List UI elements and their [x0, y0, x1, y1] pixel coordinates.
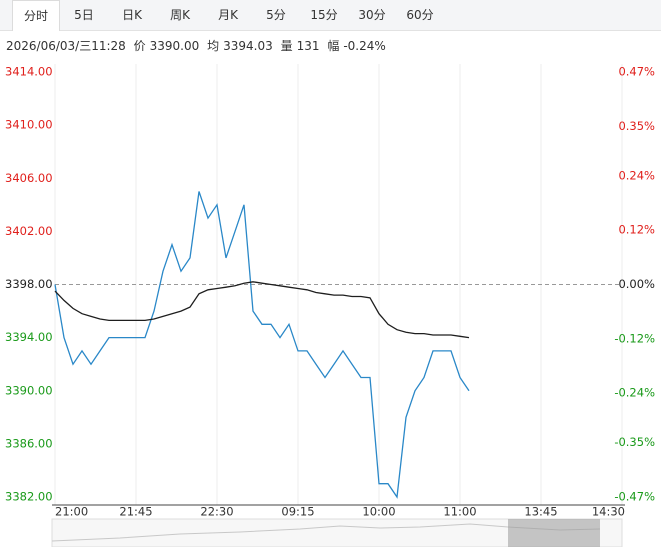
x-tick-label: 10:00: [362, 505, 395, 519]
y2-tick-label: 0.35%: [618, 119, 655, 133]
price: 3390.00: [149, 39, 200, 53]
y2-tick-label: 0.12%: [618, 223, 655, 237]
tab[interactable]: 周K: [170, 8, 190, 22]
y2-tick-label: 0.47%: [618, 65, 655, 79]
y-tick-label: 3402.00: [5, 224, 53, 238]
volume: 131: [296, 39, 320, 53]
tab[interactable]: 日K: [122, 8, 142, 22]
tab[interactable]: 月K: [218, 8, 238, 22]
tab-bar: 分时 5日 日K 周K 月K 5分 15分 30分 60分: [0, 0, 661, 31]
x-tick-label: 13:45: [524, 505, 557, 519]
y2-tick-label: -0.12%: [614, 331, 655, 345]
y-tick-label: 3398.00: [5, 277, 53, 291]
tab[interactable]: 15分: [310, 8, 338, 22]
label: 价: [133, 39, 146, 53]
x-tick-label: 21:45: [119, 505, 152, 519]
navigator-window[interactable]: [508, 519, 600, 547]
y2-tick-label: -0.35%: [614, 435, 655, 449]
y2-tick-label: -0.24%: [614, 386, 655, 400]
avg: 3394.03: [223, 39, 273, 53]
info-bar: 2026/06/03/三11:28 价 3390.00 均 3394.03 量 131…: [6, 37, 390, 54]
series-line: [54, 191, 470, 499]
y2-tick-label: -0.47%: [614, 490, 655, 504]
label: 幅: [327, 39, 340, 53]
x-tick-label: 14:30: [592, 505, 625, 519]
tab[interactable]: 5分: [266, 8, 286, 22]
x-tick-label: 09:15: [281, 505, 314, 519]
tab[interactable]: 60分: [406, 8, 434, 22]
tab[interactable]: 30分: [358, 8, 386, 22]
y-tick-label: 3410.00: [5, 118, 53, 132]
datetime: 2026/06/03/三11:28: [6, 39, 126, 53]
range: -0.24%: [343, 39, 386, 53]
y-tick-label: 3390.00: [5, 383, 53, 397]
x-tick-label: 22:30: [200, 505, 233, 519]
x-tick-label: 11:00: [443, 505, 476, 519]
y2-tick-label: 0.00%: [618, 277, 655, 291]
label: 量: [280, 39, 293, 53]
y-tick-label: 3386.00: [5, 436, 53, 450]
series-line: [54, 281, 470, 339]
y-tick-label: 3406.00: [5, 171, 53, 185]
tab[interactable]: 5日: [74, 8, 94, 22]
tab[interactable]: 分时: [12, 0, 60, 31]
y2-tick-label: 0.24%: [618, 168, 655, 182]
label: 均: [207, 39, 220, 53]
y-tick-label: 3394.00: [5, 330, 53, 344]
x-tick-label: 21:00: [55, 505, 88, 519]
y-tick-label: 3382.00: [5, 490, 53, 504]
y-tick-label: 3414.00: [5, 65, 53, 79]
